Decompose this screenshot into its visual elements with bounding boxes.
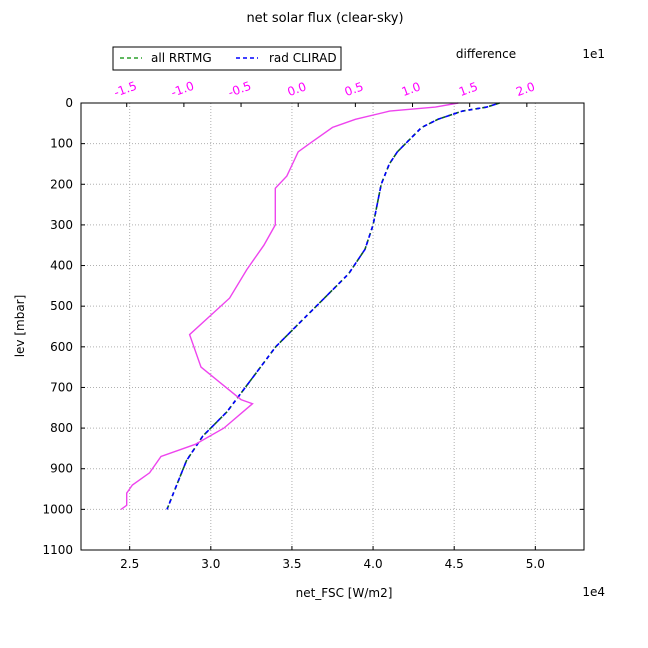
y-tick-label: 800 — [50, 421, 73, 435]
x-tick-label: 3.0 — [201, 557, 220, 571]
y-tick-label: 400 — [50, 259, 73, 273]
x-tick-label: 3.5 — [282, 557, 301, 571]
top-multiplier-label: 1e1 — [582, 47, 605, 61]
x-axis-label: net_FSC [W/m2] — [296, 586, 393, 600]
legend-box — [112, 46, 342, 71]
grid-layer — [81, 103, 584, 550]
bottom-ticks: 2.5 3.0 3.5 4.0 4.5 5.0 — [120, 546, 545, 571]
y-tick-label: 500 — [50, 299, 73, 313]
top-tick-label: 2.0 — [514, 79, 537, 99]
y-tick-label: 200 — [50, 177, 73, 191]
x-tick-label: 2.5 — [120, 557, 139, 571]
x-multiplier-label: 1e4 — [582, 585, 605, 599]
series-layer — [120, 102, 500, 510]
chart-title: net solar flux (clear-sky) — [246, 11, 403, 26]
y-tick-label: 100 — [50, 137, 73, 151]
top-tick-label: 0.0 — [285, 79, 308, 99]
x-tick-label: 4.5 — [445, 557, 464, 571]
y-tick-label: 700 — [50, 380, 73, 394]
left-ticks: 0 100 200 300 400 500 600 700 800 900 1000 1100 — [42, 96, 584, 557]
y-tick-label: 900 — [50, 462, 73, 476]
y-axis-label: lev [mbar] — [13, 295, 27, 358]
series-line-difference — [120, 102, 459, 510]
y-tick-label: 600 — [50, 340, 73, 354]
series-line-rad-clirad — [166, 102, 500, 510]
x-tick-label: 4.0 — [364, 557, 383, 571]
legend-label-all-rrtmg: all RRTMG — [151, 51, 212, 65]
legend: all RRTMG rad CLIRAD — [112, 46, 342, 71]
top-tick-label: 0.5 — [343, 79, 366, 99]
plot-frame — [80, 102, 585, 551]
y-tick-label: 1000 — [42, 502, 73, 516]
top-tick-label: 1.0 — [400, 79, 423, 99]
top-axis-label: difference — [456, 47, 516, 61]
legend-label-rad-clirad: rad CLIRAD — [269, 51, 337, 65]
top-tick-label: 1.5 — [457, 79, 480, 99]
y-tick-label: 300 — [50, 218, 73, 232]
y-tick-label: 0 — [65, 96, 73, 110]
y-tick-label: 1100 — [42, 543, 73, 557]
x-tick-label: 5.0 — [526, 557, 545, 571]
